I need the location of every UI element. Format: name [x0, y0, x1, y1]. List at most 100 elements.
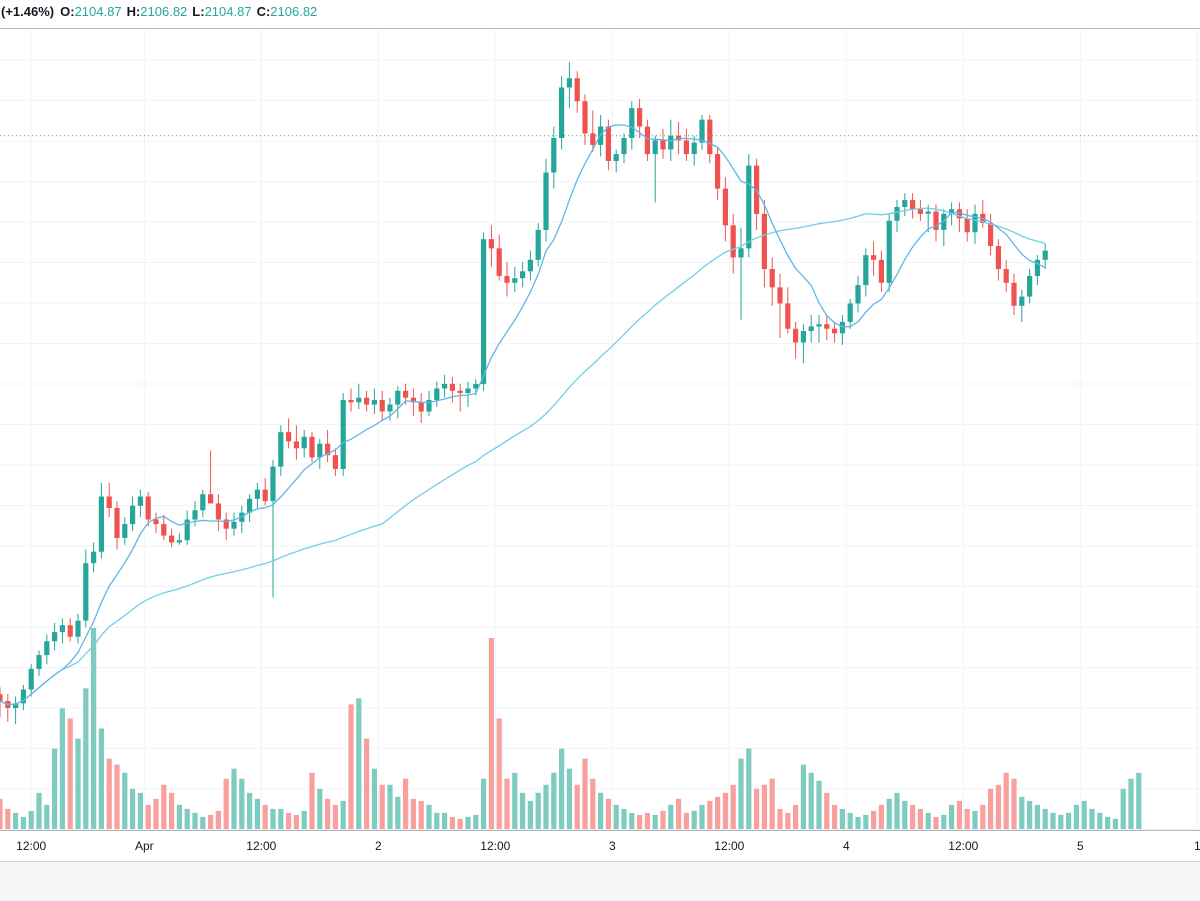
candle-body [169, 535, 175, 543]
volume-bar [481, 778, 487, 829]
volume-bar [629, 812, 635, 829]
volume-bar [356, 698, 362, 829]
candle-body [520, 271, 526, 279]
volume-bar [145, 804, 151, 829]
candle-body [730, 225, 736, 258]
candle-body [754, 165, 760, 214]
volume-bar [699, 804, 705, 829]
candle [660, 128, 666, 159]
candle-body [644, 126, 650, 155]
candle-body [457, 390, 463, 394]
volume-bar [527, 800, 533, 829]
candle [590, 110, 596, 152]
candle-body [496, 248, 502, 276]
volume-bar [293, 814, 299, 829]
candle-body [13, 703, 19, 708]
candle [894, 200, 900, 233]
candle [941, 209, 947, 247]
candle-body [707, 119, 713, 155]
candle-body [371, 400, 377, 405]
candle-body [637, 108, 643, 127]
candle-body [777, 287, 783, 304]
volume-bar [418, 800, 424, 829]
volume-bar [247, 792, 253, 829]
volume-bar [192, 812, 198, 829]
volume-bar [434, 812, 440, 829]
candle [1027, 269, 1033, 304]
candle-body [278, 432, 284, 467]
candle-body [208, 494, 214, 504]
candle [1011, 273, 1017, 315]
candle-body [1042, 250, 1048, 260]
candle-body [504, 275, 510, 283]
candle [457, 383, 463, 412]
candle-body [481, 239, 487, 384]
candle-body [231, 521, 237, 529]
volume-bar [910, 804, 916, 829]
candle [161, 514, 167, 541]
candle [691, 135, 697, 166]
volume-bar [520, 792, 526, 829]
candle [761, 200, 767, 288]
candle-body [972, 213, 978, 233]
volume-bar [1128, 778, 1134, 829]
candle [652, 135, 658, 203]
candle-body [106, 496, 112, 509]
volume-bar [67, 718, 73, 829]
candle [582, 94, 588, 145]
candle-body [52, 632, 58, 642]
candle-body [301, 436, 307, 449]
candle [356, 383, 362, 410]
candle [270, 459, 276, 598]
candle [481, 232, 487, 391]
candle-body [988, 223, 994, 247]
bottom-toolbar [0, 861, 1200, 901]
candle [777, 273, 783, 338]
volume-bar [98, 728, 104, 829]
candle-body [28, 668, 34, 690]
volume-bar [270, 808, 276, 829]
candle-body [387, 404, 393, 412]
candle-body [83, 563, 89, 621]
volume-bar [457, 818, 463, 829]
candle [98, 482, 104, 559]
volume-bar [590, 778, 596, 829]
candle-body [995, 246, 1001, 270]
candle-body [332, 455, 338, 469]
candle-body [98, 496, 104, 552]
candle [793, 321, 799, 359]
candle [613, 149, 619, 173]
volume-bar [387, 784, 393, 829]
candle-body [122, 524, 128, 538]
candle-body [442, 383, 448, 389]
candle [371, 388, 377, 414]
time-tick-label: 12:00 [246, 839, 276, 853]
volume-bar [223, 778, 229, 829]
candle-body [184, 519, 190, 541]
candle-body [917, 209, 923, 214]
candle [863, 248, 869, 297]
candle-body [559, 87, 565, 139]
volume-bar [1019, 796, 1025, 829]
candle-body [512, 278, 518, 283]
candle [1019, 289, 1025, 322]
volume-bar [59, 708, 65, 829]
volume-bar [91, 628, 97, 829]
volume-bar [473, 814, 479, 829]
volume-bar [5, 808, 11, 829]
candle [832, 321, 838, 343]
volume-bar [956, 800, 962, 829]
candle [67, 618, 73, 642]
candle-body [527, 259, 533, 272]
candle-body [738, 248, 744, 258]
volume-bar [161, 784, 167, 829]
close-label: C: [256, 4, 271, 19]
candle-body [551, 138, 557, 173]
candle [278, 425, 284, 476]
candle [925, 204, 931, 233]
volume-bar [20, 816, 26, 829]
volume-bar [598, 792, 604, 829]
candle-body [176, 540, 182, 543]
candle [286, 418, 292, 449]
